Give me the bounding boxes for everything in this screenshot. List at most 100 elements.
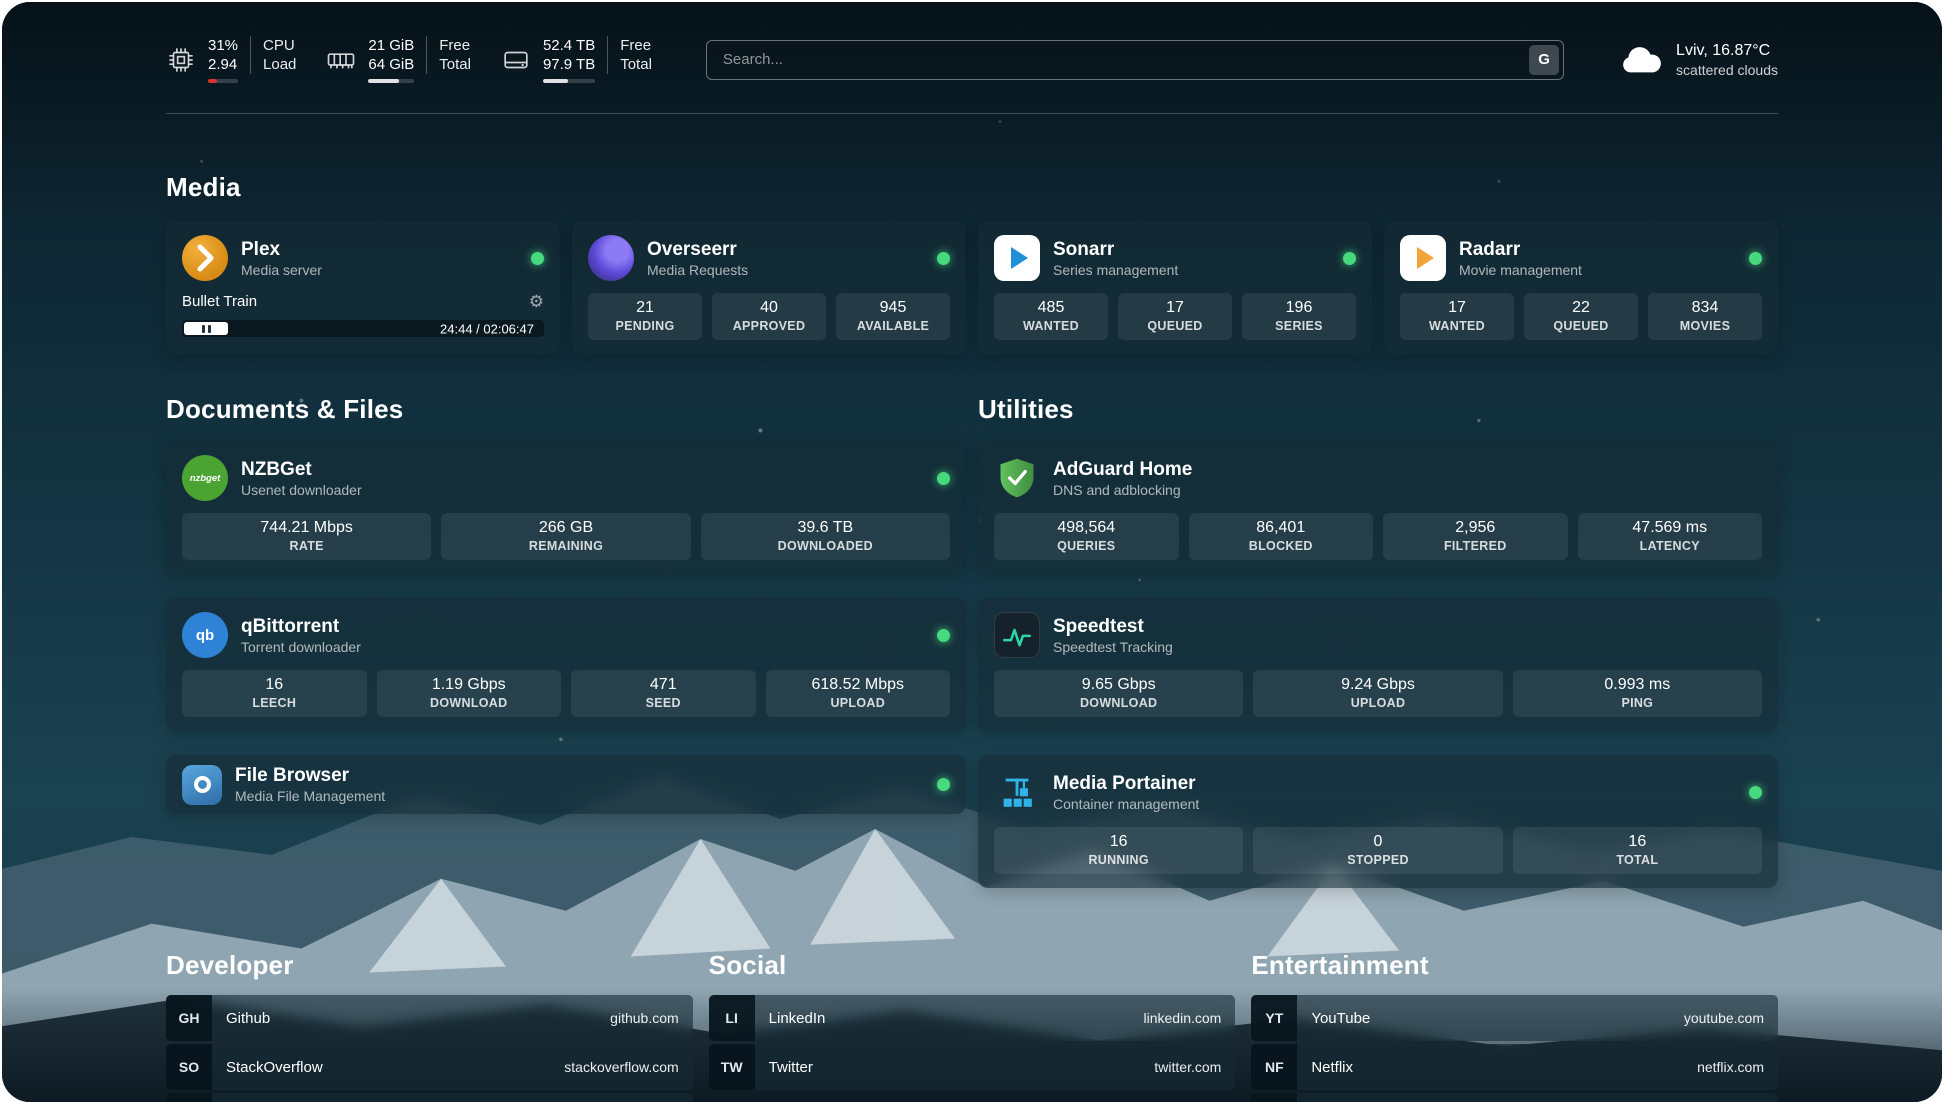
disk-total-label: Total — [607, 55, 652, 74]
section-title-entertainment: Entertainment — [1251, 950, 1429, 980]
stats-row: 17 WANTED 22 QUEUED 834 MOVIES — [1400, 293, 1762, 340]
bookmark-reddit[interactable]: RE Reddit reddit.com — [1251, 1093, 1778, 1102]
stats-row: 485 WANTED 17 QUEUED 196 SERIES — [994, 293, 1356, 340]
filebrowser-card: File Browser Media File Management — [166, 755, 966, 814]
ram-total-label: Total — [426, 55, 471, 74]
stats-row: 498,564 QUERIES 86,401 BLOCKED 2,956 FILTER… — [994, 513, 1762, 560]
plex-now-playing-row: Bullet Train ⚙ — [182, 291, 544, 312]
status-online-dot — [531, 251, 544, 265]
portainer-icon — [994, 769, 1040, 815]
cpu-label: CPU — [250, 36, 296, 55]
radarr-card: Radarr Movie management 17 WANTED 22 QUEUE… — [1384, 221, 1778, 354]
disk-widget: 52.4 TB Free 97.9 TB Total — [501, 36, 652, 83]
status-online-dot — [937, 628, 950, 642]
stats-row: 9.65 Gbps DOWNLOAD 9.24 Gbps UPLOAD 0.993 … — [994, 670, 1762, 717]
stat-tile: 47.569 ms LATENCY — [1577, 513, 1762, 560]
bookmark-github[interactable]: GH Github github.com — [166, 995, 693, 1041]
cpu-icon — [169, 47, 193, 72]
qbittorrent-app-link[interactable]: qb qBittorrent Torrent downloader — [182, 612, 950, 658]
stat-tile: 17 QUEUED — [1118, 293, 1232, 340]
speedtest-app-link[interactable]: Speedtest Speedtest Tracking — [994, 612, 1762, 658]
weather-widget: Lviv, 16.87°C scattered clouds — [1618, 41, 1778, 79]
search-engine-button[interactable]: G — [1529, 44, 1560, 75]
ram-usage-bar — [368, 79, 415, 83]
portainer-app-link[interactable]: Media Portainer Container management — [994, 769, 1762, 815]
adguard-card: AdGuard Home DNS and adblocking 498,564 Q… — [978, 441, 1778, 574]
app-desc: Movie management — [1459, 261, 1582, 278]
stat-tile: 945 AVAILABLE — [836, 293, 950, 340]
topbar-divider — [166, 113, 1778, 114]
section-title-utilities: Utilities — [978, 394, 1074, 424]
stat-tile: 1.19 Gbps DOWNLOAD — [376, 670, 561, 717]
search-input[interactable] — [705, 39, 1565, 80]
ram-usage-fill — [368, 79, 400, 83]
app-desc: Media File Management — [235, 788, 386, 804]
stat-tile: 0.993 ms PING — [1512, 670, 1762, 717]
status-online-dot — [937, 471, 950, 485]
ram-widget: 21 GiB Free 64 GiB Total — [326, 36, 471, 83]
cpu-load-value: 2.94 — [208, 56, 238, 73]
bookmark-abbr: TW — [708, 1044, 755, 1090]
bookmark-dev[interactable]: DT DEV dev.to — [166, 1093, 693, 1102]
developer-column: Developer GH Github github.com SO StackO… — [166, 950, 693, 1102]
app-desc: DNS and adblocking — [1053, 481, 1181, 498]
adguard-app-link[interactable]: AdGuard Home DNS and adblocking — [994, 455, 1762, 501]
ram-free-value: 21 GiB — [368, 37, 415, 54]
stat-tile: 196 SERIES — [1242, 293, 1356, 340]
bookmark-stackoverflow[interactable]: SO StackOverflow stackoverflow.com — [166, 1044, 693, 1090]
app-name: Plex — [241, 238, 281, 260]
bookmark-twitter[interactable]: TW Twitter twitter.com — [708, 1044, 1236, 1090]
stats-row: 16 LEECH 1.19 Gbps DOWNLOAD 471 SEED 618.52… — [182, 670, 950, 717]
overseerr-app-link[interactable]: Overseerr Media Requests — [588, 235, 950, 281]
app-desc: Media server — [241, 261, 322, 278]
nzbget-icon: nzbget — [182, 455, 228, 501]
cloud-icon — [1623, 46, 1661, 72]
stat-tile: 498,564 QUERIES — [994, 513, 1179, 560]
bookmark-url: netflix.com — [1697, 1059, 1764, 1075]
bookmark-netflix[interactable]: NF Netflix netflix.com — [1251, 1044, 1778, 1090]
cpu-usage-bar — [208, 79, 239, 83]
pause-button[interactable] — [184, 322, 228, 335]
bookmarks-row: Developer GH Github github.com SO StackO… — [166, 950, 1778, 1102]
weather-condition: scattered clouds — [1676, 61, 1778, 78]
app-desc: Series management — [1053, 261, 1179, 278]
bookmark-linkedin[interactable]: LI LinkedIn linkedin.com — [708, 995, 1236, 1041]
playback-progress-bar[interactable]: 24:44 / 02:06:47 — [182, 320, 544, 337]
plex-app-link[interactable]: Plex Media server — [182, 235, 544, 281]
top-bar: 31% CPU 2.94 Load 21 GiB Free 64 GiB Tot… — [166, 36, 1778, 83]
bookmark-name: Github — [226, 1009, 271, 1027]
gear-icon[interactable]: ⚙ — [528, 292, 544, 311]
app-desc: Usenet downloader — [241, 481, 362, 498]
ram-icon — [328, 52, 355, 68]
stat-tile: 21 PENDING — [588, 293, 702, 340]
cpu-percent: 31% — [208, 37, 239, 54]
sonarr-icon — [994, 235, 1040, 281]
now-playing-title: Bullet Train — [182, 293, 258, 310]
app-desc: Media Requests — [647, 261, 749, 278]
stat-tile: 9.24 Gbps UPLOAD — [1253, 670, 1503, 717]
plex-icon — [182, 235, 228, 281]
section-title-developer: Developer — [166, 950, 294, 980]
speedtest-icon — [994, 612, 1040, 658]
bookmark-url: github.com — [610, 1010, 679, 1026]
stat-tile: 485 WANTED — [994, 293, 1108, 340]
cpu-widget: 31% CPU 2.94 Load — [166, 36, 296, 83]
app-name: AdGuard Home — [1053, 458, 1193, 480]
stat-tile: 16 LEECH — [182, 670, 367, 717]
disk-free-label: Free — [607, 36, 652, 55]
stats-row: 744.21 Mbps RATE 266 GB REMAINING 39.6 TB D… — [182, 513, 950, 560]
status-online-dot — [937, 778, 950, 791]
ram-free-label: Free — [426, 36, 471, 55]
radarr-app-link[interactable]: Radarr Movie management — [1400, 235, 1762, 281]
pause-icon — [201, 324, 205, 333]
bookmark-abbr: RE — [1251, 1093, 1298, 1102]
stat-tile: 618.52 Mbps UPLOAD — [765, 670, 950, 717]
sonarr-app-link[interactable]: Sonarr Series management — [994, 235, 1356, 281]
filebrowser-app-link[interactable]: File Browser Media File Management — [182, 764, 950, 805]
nzbget-app-link[interactable]: nzbget NZBGet Usenet downloader — [182, 455, 950, 501]
bookmark-name: StackOverflow — [226, 1058, 323, 1076]
bookmark-youtube[interactable]: YT YouTube youtube.com — [1251, 995, 1778, 1041]
pause-icon — [207, 324, 211, 333]
app-name: Overseerr — [647, 238, 737, 260]
stat-tile: 16 RUNNING — [994, 827, 1244, 874]
